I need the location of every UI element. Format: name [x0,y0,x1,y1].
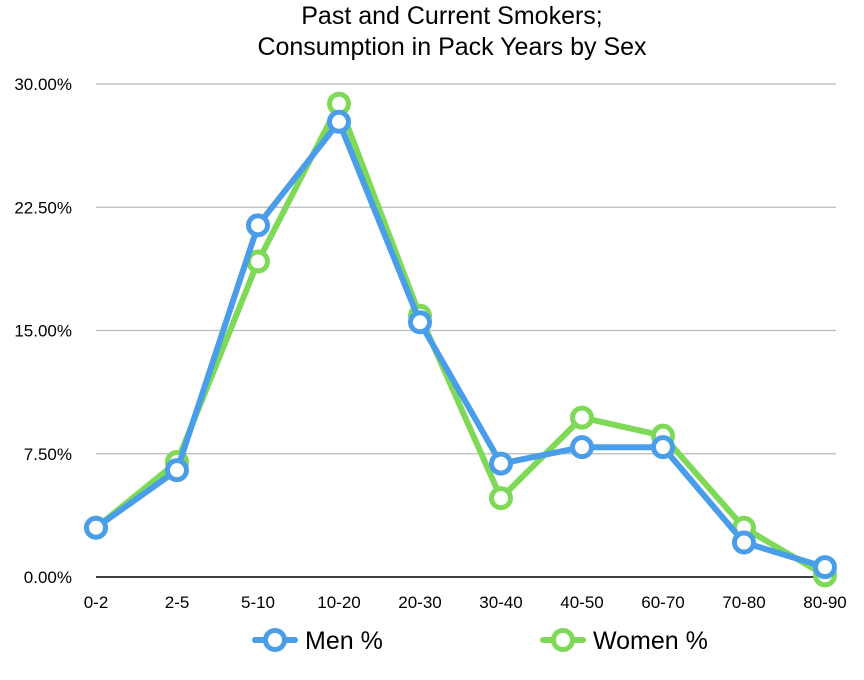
series-line [93,118,828,571]
data-point [813,555,837,580]
data-point [732,530,756,555]
y-tick-label: 22.50% [14,198,72,217]
y-tick-label: 15.00% [14,322,72,341]
legend: Men % Women % [252,627,708,655]
series-line [93,100,828,579]
data-point [246,213,270,238]
x-tick-label: 2-5 [165,593,190,612]
data-point [489,486,513,511]
x-tick-label: 40-50 [560,593,603,612]
data-point [489,451,513,476]
x-tick-label: 30-40 [479,593,522,612]
gridlines [96,83,836,578]
legend-label: Women % [593,627,708,655]
data-point [84,515,108,540]
series-men [84,109,837,580]
x-tick-label: 80-90 [803,593,846,612]
y-tick-label: 7.50% [24,445,72,464]
x-tick-label: 10-20 [317,593,360,612]
x-tick-label: 5-10 [241,593,275,612]
chart-title: Past and Current Smokers; [301,2,603,30]
x-tick-label: 0-2 [84,593,109,612]
y-tick-label: 30.00% [14,75,72,94]
legend-marker [263,628,287,652]
series-women [84,91,837,588]
data-point [165,458,189,483]
legend-item: Women % [540,627,708,655]
x-axis-ticks: 0-2 2-5 5-10 10-20 20-30 30-40 40-50 60-70 70-80… [84,593,847,612]
y-tick-label: 0.00% [24,568,72,587]
legend-item: Men % [252,627,383,655]
x-tick-label: 20-30 [398,593,441,612]
y-axis-ticks: 0.00% 7.50% 15.00% 22.50% 30.00% [14,75,72,587]
chart-subtitle: Consumption in Pack Years by Sex [257,33,647,61]
data-point [570,405,594,430]
x-tick-label: 70-80 [722,593,765,612]
legend-label: Men % [305,627,383,655]
legend-marker [551,628,575,652]
data-point [651,435,675,460]
data-point [570,435,594,460]
data-point [408,310,432,335]
x-tick-label: 60-70 [641,593,684,612]
series-layer [84,91,837,588]
data-point [327,109,351,134]
